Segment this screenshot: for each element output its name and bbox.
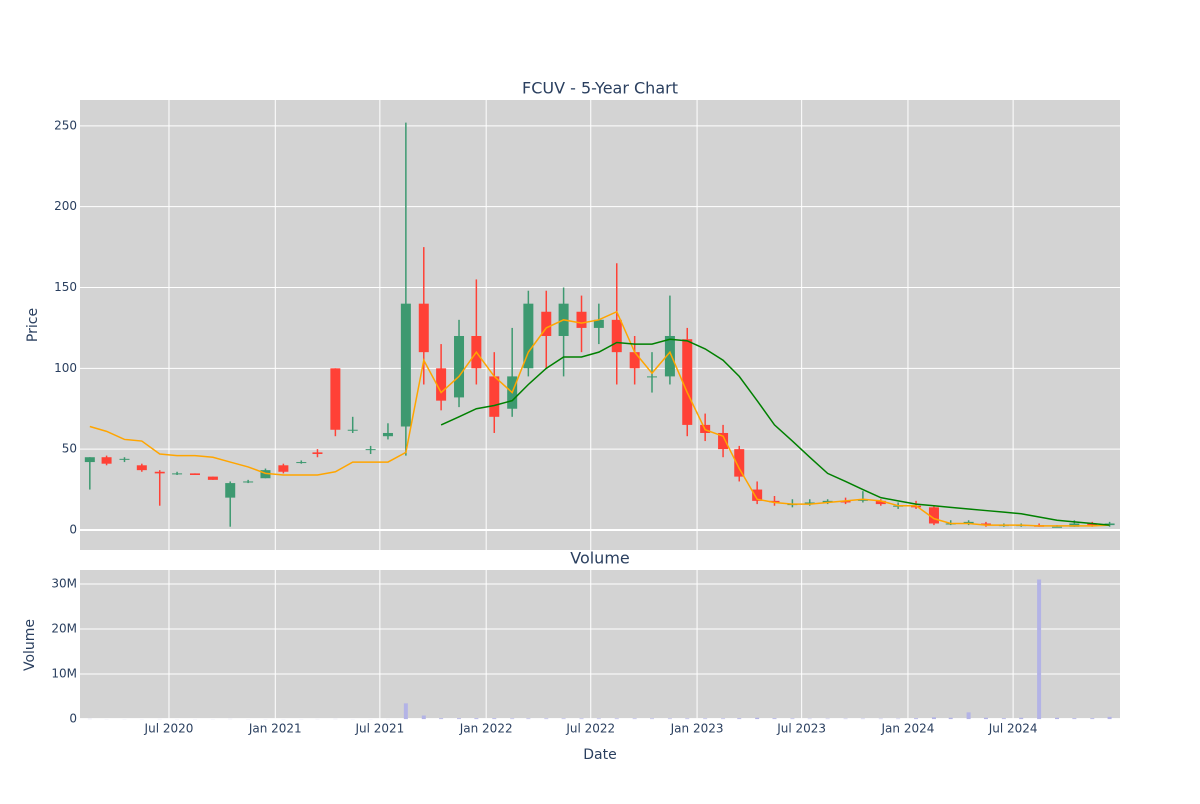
volume-bar bbox=[668, 718, 672, 719]
volume-bar bbox=[984, 718, 988, 719]
volume-bar bbox=[772, 718, 776, 719]
candle-body bbox=[454, 336, 464, 397]
y-tick-label: 100 bbox=[54, 361, 77, 375]
volume-bar bbox=[914, 718, 918, 719]
candle-body bbox=[155, 472, 165, 474]
y-tick-label: 150 bbox=[54, 280, 77, 294]
volume-bar bbox=[544, 718, 548, 719]
candle-body bbox=[1052, 527, 1062, 528]
candle-body bbox=[366, 449, 376, 450]
volume-bar bbox=[1037, 579, 1041, 719]
volume-bar bbox=[1019, 718, 1023, 719]
x-tick-label: Jul 2023 bbox=[776, 722, 826, 736]
candle-body bbox=[190, 473, 200, 475]
candle-body bbox=[612, 320, 622, 352]
x-tick-label: Jul 2021 bbox=[354, 722, 404, 736]
candle-body bbox=[630, 352, 640, 368]
candle-body bbox=[682, 339, 692, 425]
volume-bar bbox=[457, 718, 461, 719]
volume-bar bbox=[404, 703, 408, 719]
volume-bar bbox=[1090, 718, 1094, 719]
volume-bar bbox=[439, 718, 443, 719]
candle-body bbox=[119, 459, 129, 460]
volume-bar bbox=[526, 718, 530, 719]
candle-body bbox=[243, 481, 253, 482]
volume-bar bbox=[790, 718, 794, 719]
volume-bar bbox=[597, 718, 601, 719]
x-tick-label: Jan 2023 bbox=[670, 722, 724, 736]
x-tick-label: Jul 2020 bbox=[144, 722, 194, 736]
candle-body bbox=[489, 376, 499, 416]
volume-bar bbox=[1072, 718, 1076, 719]
volume-bar bbox=[1002, 718, 1006, 719]
volume-bar bbox=[474, 718, 478, 719]
candle-body bbox=[577, 312, 587, 328]
volume-bar bbox=[949, 718, 953, 719]
x-axis-title: Date bbox=[583, 747, 616, 763]
candle-body bbox=[102, 457, 112, 463]
candle-body bbox=[348, 430, 358, 431]
volume-bar bbox=[510, 718, 514, 719]
volume-bar bbox=[685, 718, 689, 719]
volume-bar bbox=[755, 718, 759, 719]
candle-body bbox=[137, 465, 147, 470]
y-tick-label: 50 bbox=[62, 442, 77, 456]
candle-body bbox=[523, 304, 533, 369]
chart-title: FCUV - 5-Year Chart bbox=[522, 79, 678, 98]
volume-bar bbox=[1108, 717, 1112, 719]
volume-bar bbox=[1055, 718, 1059, 719]
candle-body bbox=[401, 304, 411, 427]
candle-body bbox=[208, 477, 218, 480]
y-tick-label: 200 bbox=[54, 199, 77, 213]
candle-body bbox=[85, 457, 95, 462]
candle-body bbox=[296, 462, 306, 463]
y-axis-title: Volume bbox=[22, 619, 38, 671]
volume-bar bbox=[703, 718, 707, 719]
y-tick-label: 30M bbox=[51, 576, 77, 590]
volume-bar bbox=[650, 718, 654, 719]
candle-body bbox=[383, 433, 393, 436]
candle-body bbox=[225, 483, 235, 498]
y-tick-label: 0 bbox=[69, 522, 77, 536]
candle-body bbox=[312, 452, 322, 454]
volume-bar bbox=[737, 718, 741, 719]
x-tick-label: Jan 2024 bbox=[881, 722, 935, 736]
y-tick-label: 10M bbox=[51, 667, 77, 681]
volume-bar bbox=[580, 718, 584, 719]
volume-bar bbox=[721, 718, 725, 719]
y-tick-label: 0 bbox=[69, 712, 77, 726]
candle-body bbox=[647, 376, 657, 377]
volume-plot-bg bbox=[80, 570, 1120, 720]
x-tick-label: Jul 2024 bbox=[988, 722, 1038, 736]
candle-body bbox=[330, 368, 340, 429]
candle-body bbox=[172, 473, 182, 474]
y-axis-title: Price bbox=[25, 308, 41, 342]
candle-body bbox=[278, 465, 288, 471]
volume-bar bbox=[562, 718, 566, 719]
x-tick-label: Jul 2022 bbox=[565, 722, 615, 736]
y-tick-label: 250 bbox=[54, 118, 77, 132]
x-tick-label: Jan 2022 bbox=[459, 722, 513, 736]
candle-body bbox=[419, 304, 429, 352]
volume-bar bbox=[633, 718, 637, 719]
volume-bar bbox=[422, 715, 426, 719]
volume-bar bbox=[932, 717, 936, 719]
volume-bar bbox=[492, 718, 496, 719]
volume-bar bbox=[967, 712, 971, 719]
x-tick-label: Jan 2021 bbox=[248, 722, 302, 736]
y-tick-label: 20M bbox=[51, 622, 77, 636]
volume-bar bbox=[615, 718, 619, 719]
volume-title: Volume bbox=[570, 549, 630, 568]
